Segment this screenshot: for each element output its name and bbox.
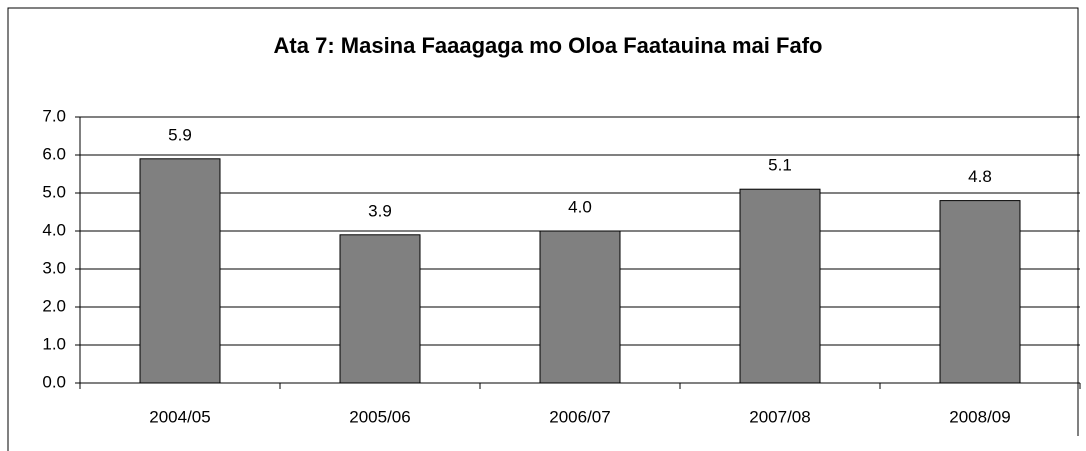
bar [339, 234, 421, 384]
data-label: 4.0 [568, 197, 592, 216]
chart-frame [7, 7, 1079, 451]
x-tick-label: 2004/05 [149, 407, 210, 426]
y-tick-label: 4.0 [42, 220, 66, 239]
x-tick-label: 2005/06 [349, 407, 410, 426]
y-tick-label: 0.0 [42, 372, 66, 391]
bar [139, 158, 221, 384]
data-label: 5.9 [168, 125, 192, 144]
chart-title: Ata 7: Masina Faaagaga mo Oloa Faatauina… [274, 33, 823, 58]
x-tick-label: 2006/07 [549, 407, 610, 426]
y-tick-label: 3.0 [42, 258, 66, 277]
y-tick-label: 6.0 [42, 144, 66, 163]
y-tick-label: 5.0 [42, 182, 66, 201]
y-tick-label: 7.0 [42, 106, 66, 125]
data-label: 5.1 [768, 156, 792, 175]
x-tick-label: 2007/08 [749, 407, 810, 426]
y-tick-label: 1.0 [42, 334, 66, 353]
bar [739, 188, 821, 384]
data-label: 3.9 [368, 201, 392, 220]
bar [539, 230, 621, 384]
y-tick-label: 2.0 [42, 296, 66, 315]
data-label: 4.8 [968, 167, 992, 186]
x-tick-label: 2008/09 [949, 407, 1010, 426]
bar [939, 200, 1021, 384]
